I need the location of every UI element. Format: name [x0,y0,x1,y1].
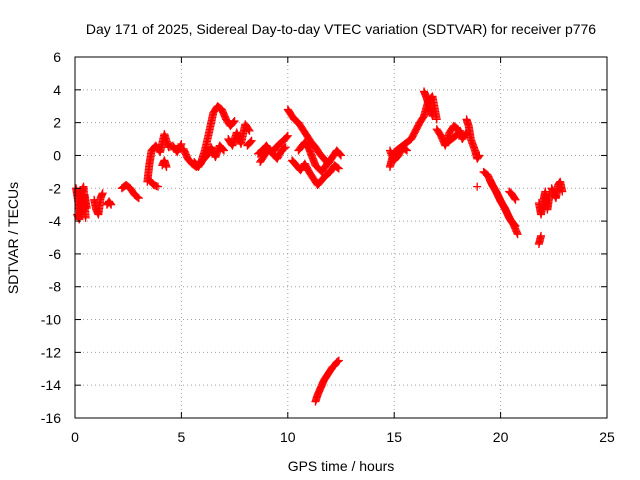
y-tick-label: 4 [53,82,61,98]
data-point [177,139,186,148]
plot-frame [74,56,608,419]
x-tick-labels: 0 5 10 15 20 25 [71,429,615,445]
y-axis-label: SDTVAR / TECUs [5,182,21,294]
data-point [335,149,344,158]
data-point [283,131,292,140]
data-points [72,87,567,406]
data-point [402,146,411,155]
data-point [325,156,334,165]
y-tick-label: -14 [41,377,61,393]
data-point [337,151,345,160]
data-point [133,193,142,202]
data-point [326,154,335,163]
data-point [401,145,410,154]
x-tick-label: 0 [71,429,79,445]
data-point [454,128,463,137]
data-point [428,112,437,121]
data-point [228,118,237,127]
data-point [511,195,520,204]
y-tick-label: 6 [53,49,61,65]
data-point [558,187,567,196]
data-point [98,189,107,198]
data-point [282,133,291,142]
x-axis-label: GPS time / hours [288,458,395,474]
y-tick-label: -2 [49,180,62,196]
data-point [107,200,116,209]
data-point [281,143,290,152]
chart-title: Day 171 of 2025, Sidereal Day-to-day VTE… [86,21,596,37]
y-tick-label: -12 [41,344,61,360]
data-point [153,182,162,191]
data-point [474,152,483,161]
data-point [162,162,171,171]
data-point [511,222,520,231]
y-tick-label: -8 [49,279,62,295]
data-point [245,138,254,147]
data-point [455,127,464,136]
data-point [106,199,115,208]
x-tick-label: 10 [280,429,296,445]
data-point [81,213,90,222]
axis-ticks [74,56,608,419]
data-point [280,144,289,153]
x-tick-label: 20 [493,429,509,445]
data-point [334,356,343,365]
data-point [219,145,228,154]
data-point [230,116,239,125]
data-point [510,221,519,230]
data-point [245,126,254,135]
data-point [513,230,522,239]
y-tick-label: -16 [41,410,61,426]
data-point [229,117,238,126]
data-point [333,163,342,172]
data-point [510,194,519,203]
data-point [509,220,518,229]
data-point [247,136,256,145]
data-point [475,151,484,160]
x-tick-label: 5 [178,429,186,445]
y-tick-label: 2 [53,115,61,131]
y-tick-label: -6 [49,246,62,262]
y-tick-labels: -16 -14 -12 -10 -8 -6 -4 -2 0 2 4 6 [41,49,61,426]
grid-lines [75,57,607,418]
data-point [334,164,343,173]
data-point [246,137,255,146]
data-point [473,182,482,191]
y-tick-label: -4 [49,213,62,229]
data-point [336,150,345,159]
data-point [432,115,441,124]
data-point [218,144,227,153]
data-point [219,146,228,155]
data-point [282,132,291,141]
x-tick-label: 25 [599,429,615,445]
data-point [537,231,546,240]
data-point [134,194,143,203]
data-point [244,125,253,134]
y-tick-label: 0 [53,147,61,163]
data-point [333,357,342,366]
data-point [456,126,465,135]
y-tick-label: -10 [41,312,61,328]
x-tick-label: 15 [386,429,402,445]
